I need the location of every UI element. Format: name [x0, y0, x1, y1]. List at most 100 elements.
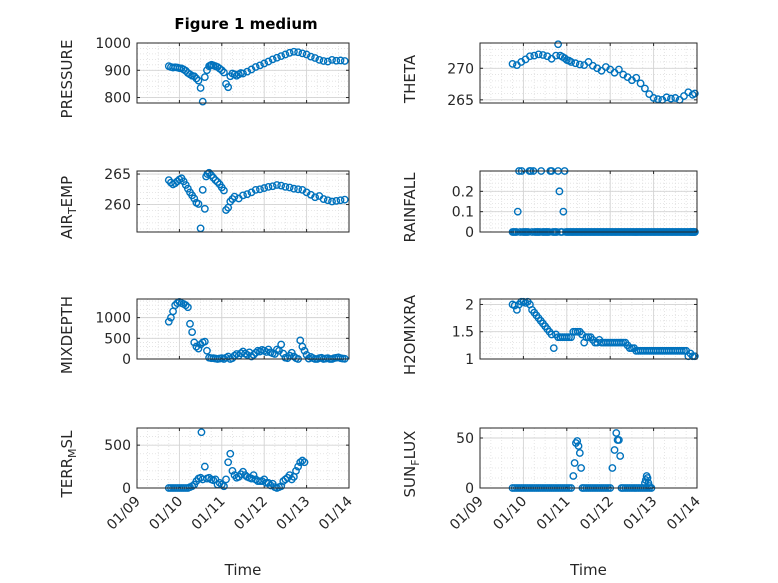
subplot-sun_flux: 0 50 SUNFLUX 01/09 01/10 01/11 01/12 01/13 01/14… [401, 427, 704, 579]
air_temp-point [323, 196, 332, 205]
terr_msl-point [224, 458, 233, 467]
terr_msl-point [296, 458, 305, 467]
sun_flux-x-tick-label: 01/13 [621, 494, 661, 534]
pressure-point [224, 83, 233, 92]
pressure-point [323, 57, 332, 66]
terr_msl-point [249, 471, 258, 480]
pressure-point [196, 84, 205, 92]
mixdepth-point [192, 342, 201, 351]
air_temp-point [194, 200, 203, 208]
pressure-point [294, 48, 303, 57]
theta-point [632, 73, 641, 82]
theta-y-tick-label: 265 [447, 93, 474, 109]
theta-point [645, 90, 654, 99]
pressure-point [264, 57, 273, 66]
h2omixra-point [510, 301, 519, 310]
theta-point [571, 59, 580, 68]
air_temp-point [273, 181, 281, 189]
subplot-pressure: 800 900 1000 PRESSURE [58, 36, 350, 119]
air_temp-point [211, 176, 220, 185]
figure-title: Figure 1 medium [174, 15, 317, 33]
mixdepth-series [164, 297, 349, 363]
theta-point [554, 40, 563, 49]
sun_flux-point [643, 474, 652, 482]
theta-point [526, 52, 534, 61]
pressure-point [311, 54, 319, 62]
pressure-point [319, 57, 328, 65]
sun_flux-point [574, 442, 583, 450]
sun_flux-point [612, 429, 621, 437]
sun_flux-point [608, 464, 617, 472]
h2omixra-y-tick-label: 1 [465, 352, 474, 368]
mixdepth-point [183, 303, 192, 312]
air_temp-point [319, 195, 328, 203]
pressure-point [243, 67, 252, 76]
air_temp-point [251, 186, 260, 194]
pressure-point [268, 55, 277, 64]
terr_msl-point [266, 481, 275, 490]
sun_flux-x-tick-label: 01/14 [664, 493, 704, 533]
air_temp-point [190, 194, 199, 203]
rainfall-axes-box [479, 170, 698, 233]
pressure-point [306, 52, 315, 61]
air_temp-point [289, 184, 298, 193]
rainfall-ylabel: RAINFALL [401, 172, 419, 243]
mixdepth-point [203, 346, 211, 355]
air_temp-point [220, 186, 228, 195]
rainfall-point [559, 207, 568, 216]
mixdepth-y-tick-label: 500 [104, 331, 131, 347]
pressure-ylabel: PRESSURE [58, 40, 76, 119]
mixdepth-y-tick-label: 0 [122, 352, 131, 368]
terr_msl-point [300, 458, 309, 467]
mixdepth-point [194, 344, 203, 353]
terr_msl-point [200, 462, 209, 471]
air_temp-point [277, 181, 286, 190]
pressure-point [215, 64, 224, 73]
theta-point [530, 51, 539, 60]
sun_flux-axes-box [479, 427, 698, 489]
air_temp-point [260, 184, 269, 192]
air_temp-point [285, 183, 294, 192]
air_temp-point [256, 185, 264, 194]
mixdepth-point [300, 346, 309, 355]
air_temp-point [198, 186, 207, 194]
subplot-air_temp: 260 265 AIRTEMP [58, 167, 350, 239]
rainfall-y-tick-label: 0 [465, 225, 474, 241]
terr_msl-y-tick-label: 0 [122, 481, 131, 497]
pressure-point [260, 59, 269, 68]
h2omixra-point [549, 344, 558, 352]
theta-point [667, 94, 675, 103]
pressure-axes-box [136, 42, 350, 104]
air_temp-point [340, 195, 349, 204]
pressure-point [281, 50, 290, 59]
air_temp-ylabel: AIRTEMP [58, 176, 79, 239]
terr_msl-x-tick-label: 01/12 [231, 494, 271, 534]
terr_msl-xlabel: Time [224, 561, 262, 579]
pressure-point [328, 56, 336, 64]
mixdepth-point [277, 340, 286, 349]
theta-point [567, 58, 576, 66]
terr_msl-point [294, 462, 303, 471]
pressure-y-tick-label: 1000 [95, 36, 131, 52]
pressure-point [298, 49, 307, 58]
theta-point [654, 95, 662, 104]
air_temp-point [243, 190, 252, 199]
mixdepth-point [232, 350, 241, 358]
sun_flux-point [614, 436, 623, 444]
pressure-point [332, 56, 341, 65]
pressure-point [194, 76, 203, 85]
h2omixra-axes-box [479, 298, 698, 360]
terr_msl-point [197, 428, 206, 437]
terr_msl-ylabel: TERRMSL [58, 430, 79, 499]
subplot-h2omixra: 1 1.5 2 H2OMIXRA [401, 294, 699, 375]
pressure-point [256, 61, 264, 70]
h2omixra-y-tick-label: 1.5 [452, 325, 474, 341]
theta-point [636, 79, 645, 88]
mixdepth-point [164, 317, 173, 326]
sun_flux-ylabel: SUNFLUX [401, 431, 422, 498]
pressure-point [277, 52, 286, 60]
air_temp-point [294, 185, 303, 194]
theta-point [584, 58, 593, 66]
theta-point [539, 51, 547, 59]
